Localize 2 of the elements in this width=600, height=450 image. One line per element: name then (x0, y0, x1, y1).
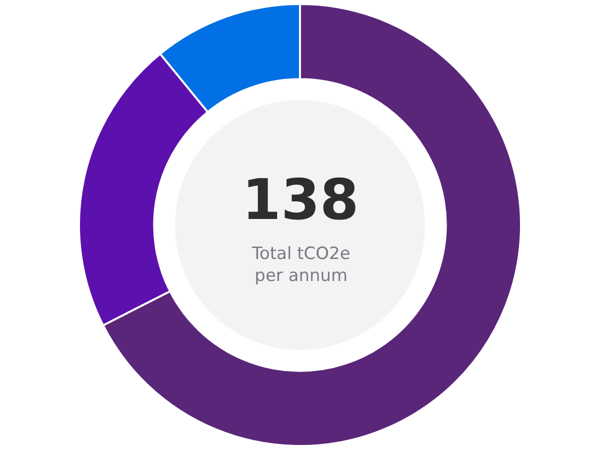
text: Total tCO2e per annum (251, 244, 350, 286)
text: 138 (242, 168, 359, 233)
